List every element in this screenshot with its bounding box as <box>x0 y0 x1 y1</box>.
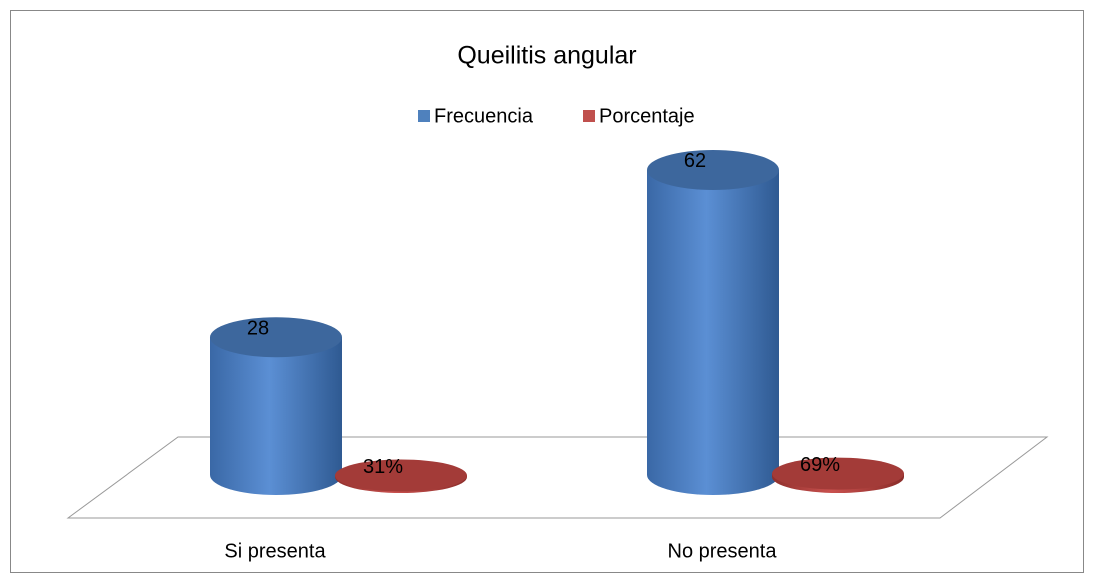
data-label: 31% <box>363 456 403 478</box>
cylinder <box>210 317 342 495</box>
cylinder-top <box>772 457 904 490</box>
legend-swatch <box>418 110 430 122</box>
chart-title: Queilitis angular <box>457 42 636 70</box>
legend-swatch <box>583 110 595 122</box>
cylinder-top <box>647 149 779 190</box>
data-label: 62 <box>684 150 706 172</box>
data-label: 69% <box>800 454 840 476</box>
cylinder <box>335 459 467 493</box>
cylinder <box>772 457 904 493</box>
legend-label: Frecuencia <box>434 105 534 127</box>
x-tick-label: No presenta <box>668 540 778 562</box>
legend-label: Porcentaje <box>599 105 695 127</box>
cylinder-top <box>210 317 342 358</box>
data-label: 28 <box>247 318 269 340</box>
cylinder <box>647 149 779 495</box>
x-tick-label: Si presenta <box>224 540 326 562</box>
cylinder-body <box>210 337 342 475</box>
cylinder-body <box>647 169 779 475</box>
cylinder-top <box>335 459 467 492</box>
